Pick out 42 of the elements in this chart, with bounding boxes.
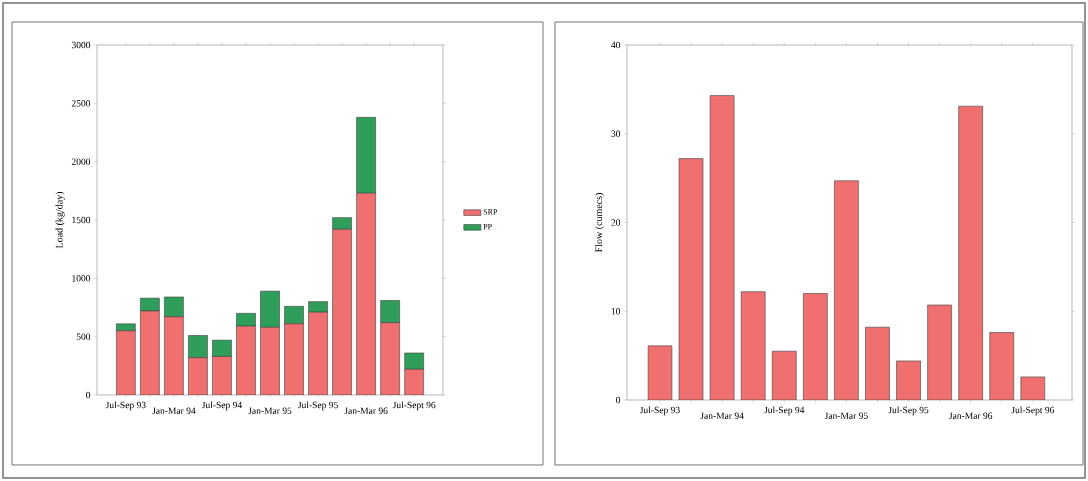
- bar: [989, 332, 1014, 400]
- y-tick-label: 30: [611, 130, 621, 137]
- x-tick-label: Jul-Sep 93: [105, 401, 146, 411]
- y-axis-title: Load (kg/day): [55, 191, 65, 249]
- y-tick-label: 10: [611, 308, 621, 315]
- x-tick-label: Jul-Sep 94: [764, 406, 805, 416]
- x-tick-label: Jul-Sept 96: [1011, 406, 1055, 416]
- x-tick-label: Jan-Mar 96: [344, 407, 388, 414]
- bar: [803, 293, 828, 400]
- x-tick-label: Jul-Sep 95: [888, 406, 929, 416]
- x-tick-label: Jul-Sep 93: [639, 406, 680, 416]
- legend-label: SRP: [483, 209, 498, 215]
- bar: [927, 305, 952, 400]
- x-tick-label: Jan-Mar 94: [152, 407, 196, 414]
- bar: [772, 351, 797, 400]
- bar: [896, 360, 921, 400]
- y-tick-label: 2500: [71, 100, 91, 107]
- legend-label: PP: [483, 224, 492, 230]
- bar: [958, 106, 983, 400]
- y-tick-label: 1500: [72, 216, 91, 224]
- y-tick-label: 3000: [71, 41, 91, 49]
- y-tick-label: 20: [611, 219, 621, 226]
- y-tick-label: 0: [616, 396, 621, 404]
- x-tick-label: Jan-Mar 94: [700, 412, 744, 419]
- bar: [647, 345, 672, 400]
- bar: [710, 95, 735, 400]
- y-tick-label: 500: [76, 333, 91, 340]
- bar: [741, 291, 766, 400]
- x-tick-label: Jul-Sep 94: [201, 401, 242, 411]
- x-tick-label: Jan-Mar 95: [248, 407, 292, 414]
- y-tick-label: 1000: [72, 275, 91, 282]
- x-tick-label: Jan-Mar 96: [949, 412, 993, 419]
- y-tick-label: 2000: [71, 158, 91, 165]
- y-tick-label: 40: [611, 41, 621, 49]
- x-tick-label: Jul-Sep 95: [298, 401, 338, 411]
- bar: [679, 158, 704, 400]
- y-tick-label: 0: [86, 391, 91, 399]
- y-axis-title: Flow (cumecs): [595, 193, 605, 253]
- x-tick-label: Jul-Sept 96: [392, 401, 436, 411]
- bar: [865, 327, 890, 400]
- x-tick-label: Jan-Mar 95: [824, 412, 868, 419]
- bar: [834, 180, 859, 400]
